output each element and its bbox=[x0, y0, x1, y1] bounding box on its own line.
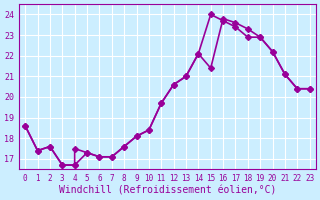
X-axis label: Windchill (Refroidissement éolien,°C): Windchill (Refroidissement éolien,°C) bbox=[59, 186, 276, 196]
